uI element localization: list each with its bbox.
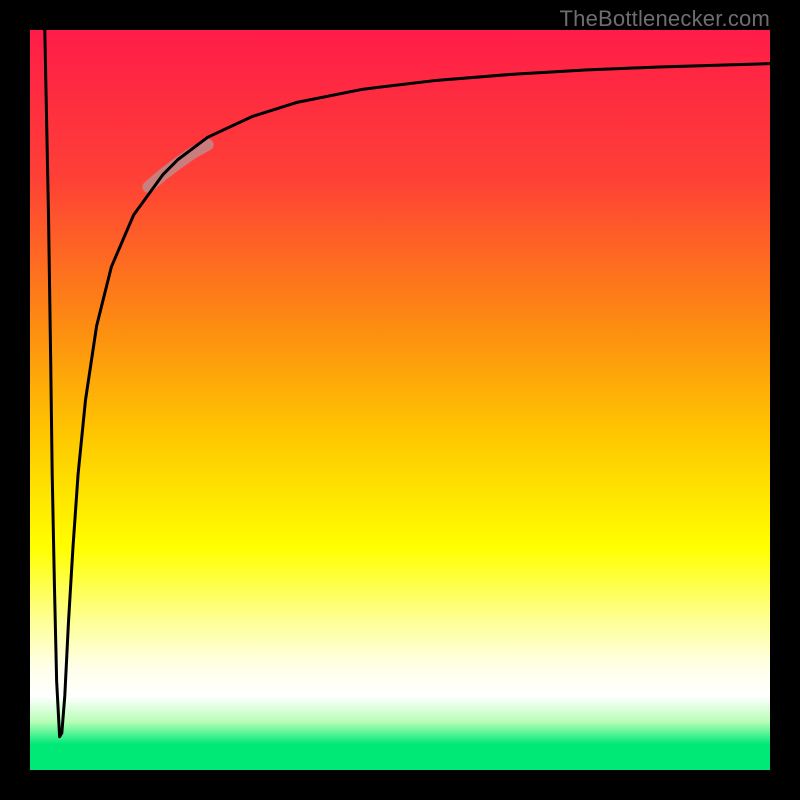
- watermark-text: TheBottlenecker.com: [560, 6, 770, 32]
- plot-svg: [30, 30, 770, 770]
- gradient-background: [30, 30, 770, 770]
- chart-frame: TheBottlenecker.com: [0, 0, 800, 800]
- plot-area: [30, 30, 770, 770]
